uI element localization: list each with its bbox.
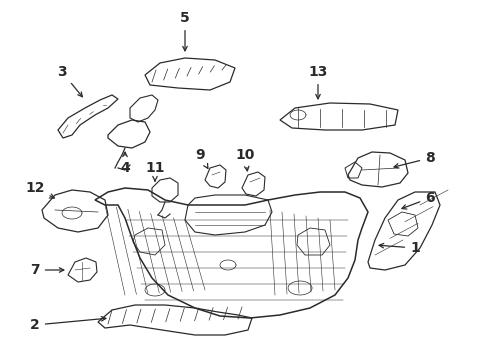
Text: 12: 12 (25, 181, 54, 198)
Text: 8: 8 (394, 151, 435, 168)
Text: 2: 2 (30, 316, 106, 332)
Text: 10: 10 (235, 148, 255, 171)
Text: 7: 7 (30, 263, 64, 277)
Text: 5: 5 (180, 11, 190, 51)
Text: 4: 4 (120, 152, 130, 175)
Text: 1: 1 (379, 241, 420, 255)
Text: 3: 3 (57, 65, 82, 97)
Text: 13: 13 (308, 65, 328, 99)
Text: 6: 6 (402, 191, 435, 209)
Text: 9: 9 (195, 148, 208, 168)
Text: 11: 11 (145, 161, 165, 181)
